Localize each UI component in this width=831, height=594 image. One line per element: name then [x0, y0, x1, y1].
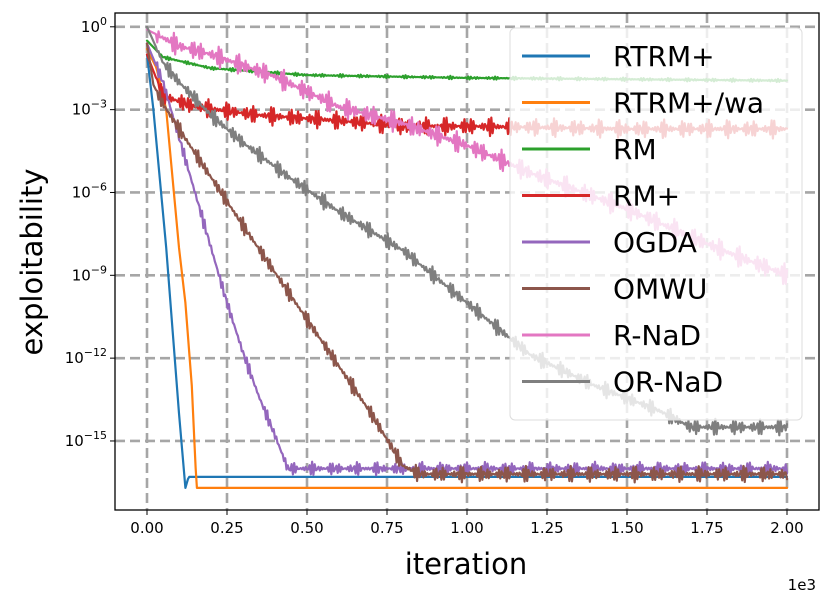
x-tick-label: 1.25	[530, 519, 563, 537]
legend-entry-omwu: OMWU	[522, 273, 707, 306]
y-tick-label: 100	[81, 15, 107, 36]
legend-label: RM	[613, 133, 657, 166]
y-tick-label: 10−6	[72, 180, 107, 201]
legend-label: RTRM+/wa	[613, 87, 764, 120]
y-tick-label: 10−3	[72, 98, 107, 119]
x-tick-label: 0.75	[370, 519, 403, 537]
legend-label: R-NaD	[613, 319, 701, 352]
legend-box	[509, 27, 803, 421]
legend-entry-ogda: OGDA	[522, 226, 697, 259]
x-tick-label: 0.00	[130, 519, 163, 537]
legend: RTRM+ RTRM+/wa RM RM+ OGDA OMWU R-NaD OR-NaD	[509, 27, 803, 421]
legend-label: OR-NaD	[613, 366, 723, 399]
legend-label: OGDA	[613, 226, 697, 259]
legend-label: OMWU	[613, 273, 707, 306]
legend-entry-or-nad: OR-NaD	[522, 366, 723, 399]
legend-label: RM+	[613, 180, 680, 213]
x-tick-label: 1.75	[690, 519, 723, 537]
x-tick-label: 1.00	[450, 519, 483, 537]
x-axis-label: iteration	[405, 547, 528, 581]
x-tick-label: 0.50	[290, 519, 323, 537]
series-line-rtrm-wa	[145, 47, 789, 490]
y-axis-label: exploitability	[15, 168, 49, 355]
y-tick-label: 10−12	[65, 346, 107, 367]
x-offset-label: 1e3	[788, 576, 816, 594]
legend-entry-rtrm-: RTRM+	[522, 40, 715, 73]
x-tick-label: 2.00	[770, 519, 803, 537]
legend-entry-rm: RM	[522, 133, 657, 166]
series-line-omwu	[145, 42, 789, 484]
legend-entry-r-nad: R-NaD	[522, 319, 701, 352]
y-tick-label: 10−9	[72, 263, 107, 284]
series-line-or-nad	[145, 25, 789, 437]
y-tick-label: 10−15	[65, 429, 107, 450]
series-lines	[145, 25, 789, 490]
x-tick-label: 1.50	[610, 519, 643, 537]
x-axis-ticks: 0.00 0.25 0.50 0.75 1.00 1.25 1.50 1.75 2.00	[130, 510, 804, 537]
y-axis-ticks: 100 10−3 10−6 10−9 10−12 10−15	[65, 15, 115, 450]
x-tick-label: 0.25	[210, 519, 243, 537]
legend-entry-rtrm-wa: RTRM+/wa	[522, 87, 764, 120]
legend-entry-rm-: RM+	[522, 180, 680, 213]
legend-label: RTRM+	[613, 40, 715, 73]
